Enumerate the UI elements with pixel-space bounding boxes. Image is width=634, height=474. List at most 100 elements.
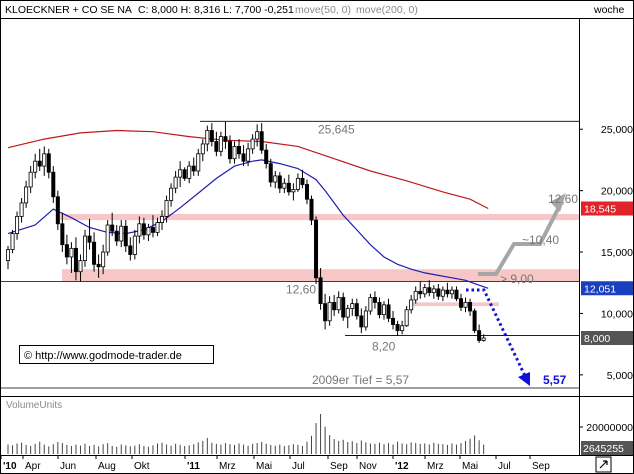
- candle: [105, 220, 110, 256]
- candle: [42, 146, 47, 176]
- candle: [196, 148, 201, 176]
- candle-body: [304, 184, 309, 200]
- candle-body: [445, 289, 450, 295]
- candle: [264, 143, 269, 169]
- candle: [119, 220, 124, 248]
- y-tick-label: 20,000: [601, 186, 633, 198]
- candle-body: [481, 337, 486, 341]
- candle-body: [187, 165, 192, 179]
- candle: [173, 170, 178, 194]
- candle-body: [223, 136, 228, 142]
- candle: [250, 134, 255, 154]
- candle: [160, 210, 165, 230]
- candle: [372, 291, 377, 309]
- candle-body: [160, 216, 165, 223]
- candle-body: [196, 153, 201, 172]
- candle: [146, 223, 151, 241]
- candle: [232, 141, 237, 164]
- candle: [409, 295, 414, 314]
- price-label-box: [581, 281, 633, 296]
- candle-body: [359, 315, 364, 328]
- candle-body: [119, 225, 124, 242]
- candle: [368, 293, 373, 315]
- candle-body: [10, 233, 15, 250]
- candle-body: [332, 301, 337, 311]
- candle: [83, 229, 88, 267]
- candle: [187, 161, 192, 184]
- candle: [92, 232, 97, 272]
- candle: [223, 121, 228, 149]
- candle-body: [114, 230, 119, 242]
- candle-body: [309, 198, 314, 221]
- bearish-arrow-head: [518, 372, 530, 386]
- candle: [110, 212, 115, 237]
- ma50-layer: [7, 159, 489, 289]
- x-tick-label: Nov: [359, 461, 377, 472]
- candle-body: [78, 260, 83, 273]
- candle-body: [33, 160, 38, 173]
- level-label-top: 25,645: [318, 122, 355, 136]
- candle-body: [64, 244, 69, 258]
- candle-body: [37, 160, 42, 167]
- arrow-up-right-icon: [599, 460, 608, 469]
- candle-body: [155, 222, 160, 233]
- x-tick-label: Mrz: [219, 461, 236, 472]
- candle-body: [182, 169, 187, 179]
- candle: [132, 229, 137, 260]
- candle: [28, 166, 33, 194]
- candle-body: [391, 317, 396, 325]
- candle: [205, 125, 210, 152]
- candle: [449, 286, 454, 299]
- candle: [178, 161, 183, 187]
- candle-body: [46, 153, 51, 173]
- candle-body: [400, 325, 405, 332]
- bullish-arrow-head: [550, 193, 566, 212]
- candle: [386, 298, 391, 323]
- candle-body: [454, 289, 459, 300]
- candle-body: [51, 171, 56, 198]
- candle: [282, 178, 287, 194]
- candle-body: [282, 182, 287, 189]
- level-label-mid: 12,60: [286, 283, 316, 297]
- candle: [350, 298, 355, 316]
- candle: [241, 145, 246, 167]
- candle-body: [463, 301, 468, 308]
- candle: [55, 190, 60, 230]
- candle: [454, 286, 459, 302]
- candle: [96, 254, 101, 278]
- ma50-line: [7, 159, 489, 289]
- candle: [51, 166, 56, 203]
- candle: [255, 124, 260, 147]
- x-tick-label: Okt: [134, 461, 150, 472]
- candle: [309, 195, 314, 226]
- candle: [191, 157, 196, 176]
- candle: [477, 324, 482, 343]
- candle-body: [449, 289, 454, 295]
- candle-body: [418, 290, 423, 295]
- candle-body: [327, 301, 332, 322]
- candle: [73, 237, 78, 281]
- price-label-text: 18,545: [584, 204, 616, 216]
- candle-body: [413, 290, 418, 301]
- x-tick-label: '12: [395, 461, 409, 472]
- x-tick-label: Sep: [330, 461, 348, 472]
- candle-body: [101, 251, 106, 268]
- candle: [422, 283, 427, 298]
- candle-body: [477, 330, 482, 341]
- candle-body: [150, 227, 155, 233]
- candle: [336, 291, 341, 314]
- candle-body: [250, 138, 255, 150]
- candle: [69, 242, 74, 273]
- candle-body: [318, 277, 323, 305]
- candle: [341, 292, 346, 321]
- candle-body: [24, 186, 29, 204]
- candle: [182, 167, 187, 181]
- candle-body: [409, 299, 414, 311]
- candle-body: [468, 301, 473, 312]
- level-label-2009-low: 2009er Tief = 5,57: [312, 373, 409, 387]
- candle-body: [42, 153, 47, 167]
- price-label-box: [581, 331, 633, 345]
- candle: [209, 123, 214, 147]
- candle-body: [264, 149, 269, 165]
